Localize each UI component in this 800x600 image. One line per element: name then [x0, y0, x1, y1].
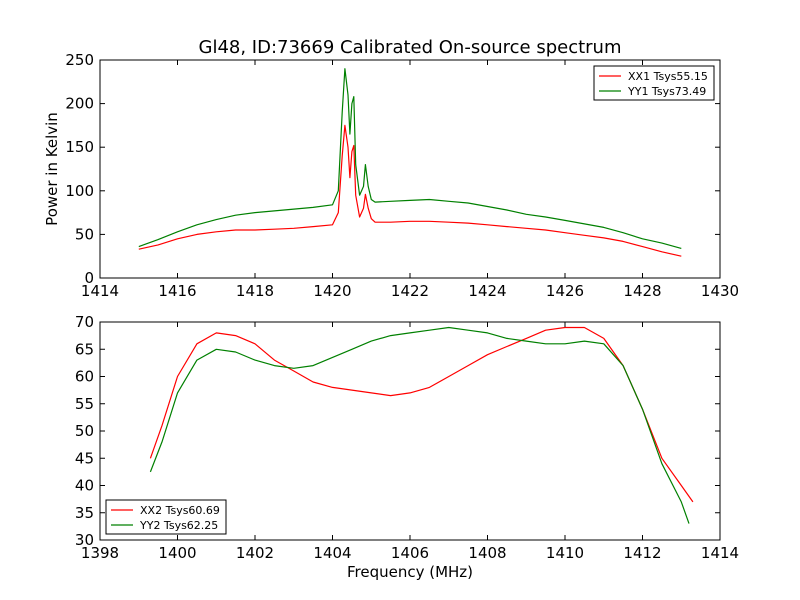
x-tick-label: 1398 — [81, 544, 119, 562]
y-tick-label: 55 — [75, 395, 94, 413]
legend: XX1 Tsys55.15 YY1 Tsys73.49 — [593, 65, 715, 101]
x-tick-label: 1420 — [313, 282, 351, 300]
legend-box — [593, 65, 715, 101]
y-tick-label: 30 — [75, 531, 94, 549]
x-tick-label: 1428 — [623, 282, 661, 300]
x-tick-label: 1412 — [623, 544, 661, 562]
x-tick-label: 1410 — [546, 544, 584, 562]
x-tick-label: 1414 — [81, 282, 119, 300]
legend-label: XX1 Tsys55.15 — [628, 70, 708, 83]
series-line-1 — [138, 124, 682, 257]
legend-box — [105, 499, 227, 535]
x-tick-label: 1404 — [313, 544, 351, 562]
series-line-2 — [149, 326, 690, 524]
top-plot: 1414 1416 1418 1420 1422 1424 1426 1428 1430 0 50 1… — [43, 51, 739, 300]
x-tick-label: 1424 — [468, 282, 506, 300]
legend-label: YY1 Tsys73.49 — [627, 85, 706, 98]
x-tick-label: 1422 — [391, 282, 429, 300]
y-axis-label: Power in Kelvin — [43, 112, 61, 226]
x-tick-label: 1416 — [158, 282, 196, 300]
y-tick-label: 40 — [75, 477, 94, 495]
x-tick-label: 1406 — [391, 544, 429, 562]
series-line-1 — [149, 326, 694, 503]
x-tick-label: 1430 — [701, 282, 739, 300]
y-tick-label: 65 — [75, 340, 94, 358]
x-tick-label: 1426 — [546, 282, 584, 300]
y-tick-label: 70 — [75, 313, 94, 331]
y-tick-label: 35 — [75, 504, 94, 522]
y-tick-label: 200 — [65, 95, 94, 113]
x-axis-label: Frequency (MHz) — [347, 563, 473, 581]
legend-label: YY2 Tsys62.25 — [139, 519, 218, 532]
x-tick-label: 1414 — [701, 544, 739, 562]
legend-label: XX2 Tsys60.69 — [140, 504, 220, 517]
y-tick-label: 45 — [75, 449, 94, 467]
y-tick-label: 50 — [75, 422, 94, 440]
x-tick-label: 1418 — [236, 282, 274, 300]
y-tick-label: 60 — [75, 368, 94, 386]
legend: XX2 Tsys60.69 YY2 Tsys62.25 — [105, 499, 227, 535]
y-tick-label: 150 — [65, 138, 94, 156]
chart-title: Gl48, ID:73669 Calibrated On-source spec… — [199, 37, 622, 58]
y-tick-label: 250 — [65, 51, 94, 69]
bottom-plot: 1398 1400 1402 1404 1406 1408 1410 1412 1414 30 35… — [75, 313, 739, 562]
y-tick-label: 100 — [65, 182, 94, 200]
y-tick-label: 50 — [75, 225, 94, 243]
series-line-2 — [138, 68, 682, 249]
y-tick-label: 0 — [84, 269, 94, 287]
x-tick-label: 1408 — [468, 544, 506, 562]
x-tick-label: 1402 — [236, 544, 274, 562]
x-tick-label: 1400 — [158, 544, 196, 562]
